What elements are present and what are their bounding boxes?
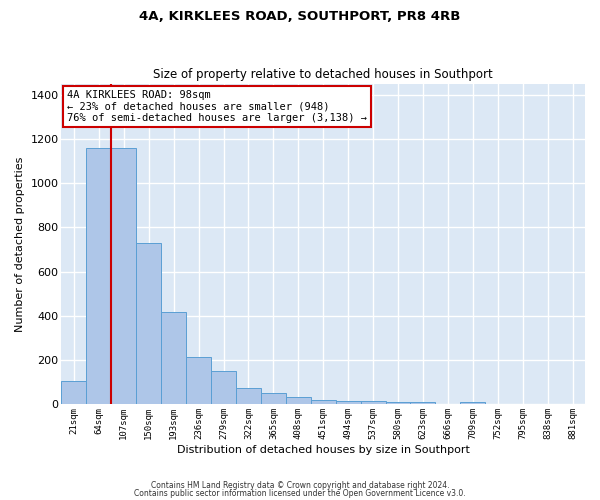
- Bar: [386, 402, 410, 404]
- Bar: [361, 401, 386, 404]
- Bar: [311, 400, 335, 404]
- Title: Size of property relative to detached houses in Southport: Size of property relative to detached ho…: [154, 68, 493, 81]
- Text: 4A KIRKLEES ROAD: 98sqm
← 23% of detached houses are smaller (948)
76% of semi-d: 4A KIRKLEES ROAD: 98sqm ← 23% of detache…: [67, 90, 367, 123]
- Bar: [410, 402, 436, 404]
- Bar: [460, 402, 485, 404]
- Bar: [211, 371, 236, 404]
- Bar: [335, 401, 361, 404]
- Text: Contains public sector information licensed under the Open Government Licence v3: Contains public sector information licen…: [134, 488, 466, 498]
- Bar: [112, 148, 136, 404]
- Bar: [286, 398, 311, 404]
- Y-axis label: Number of detached properties: Number of detached properties: [15, 156, 25, 332]
- Bar: [86, 148, 112, 404]
- Bar: [261, 394, 286, 404]
- Bar: [136, 243, 161, 404]
- Bar: [186, 357, 211, 405]
- Bar: [61, 380, 86, 404]
- Bar: [236, 388, 261, 404]
- Text: Contains HM Land Registry data © Crown copyright and database right 2024.: Contains HM Land Registry data © Crown c…: [151, 481, 449, 490]
- Text: 4A, KIRKLEES ROAD, SOUTHPORT, PR8 4RB: 4A, KIRKLEES ROAD, SOUTHPORT, PR8 4RB: [139, 10, 461, 23]
- Bar: [161, 312, 186, 404]
- X-axis label: Distribution of detached houses by size in Southport: Distribution of detached houses by size …: [177, 445, 470, 455]
